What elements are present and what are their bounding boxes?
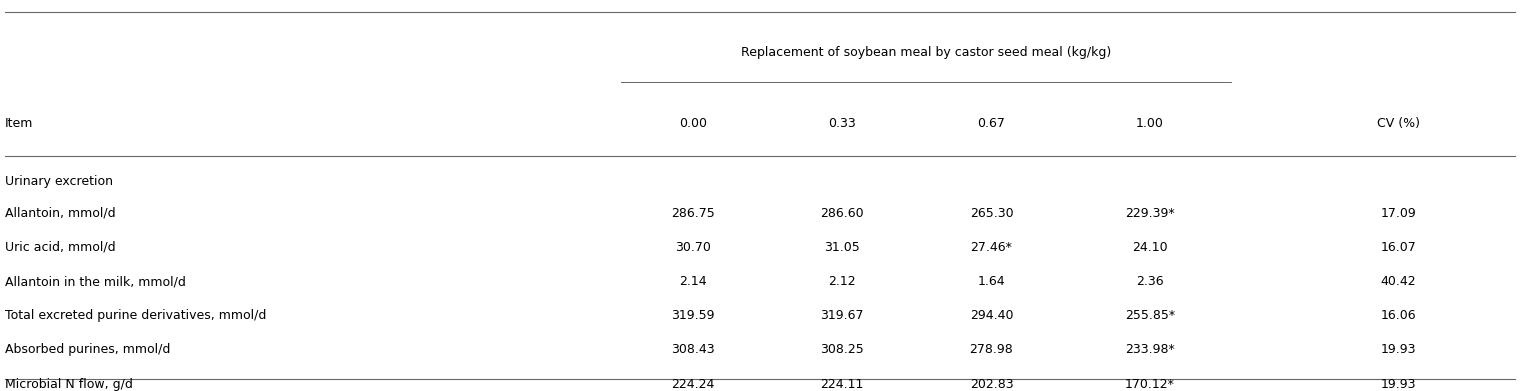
Text: 224.24: 224.24 xyxy=(672,378,714,391)
Text: Total excreted purine derivatives, mmol/d: Total excreted purine derivatives, mmol/… xyxy=(5,309,267,322)
Text: 224.11: 224.11 xyxy=(821,378,864,391)
Text: 308.43: 308.43 xyxy=(672,343,714,357)
Text: 265.30: 265.30 xyxy=(970,206,1013,220)
Text: 229.39*: 229.39* xyxy=(1125,206,1174,220)
Text: 2.12: 2.12 xyxy=(829,275,856,288)
Text: 0.00: 0.00 xyxy=(679,117,707,130)
Text: 2.36: 2.36 xyxy=(1136,275,1164,288)
Text: Replacement of soybean meal by castor seed meal (kg/kg): Replacement of soybean meal by castor se… xyxy=(740,46,1112,59)
Text: 278.98: 278.98 xyxy=(970,343,1013,357)
Text: CV (%): CV (%) xyxy=(1377,117,1419,130)
Text: 16.06: 16.06 xyxy=(1380,309,1416,322)
Text: 17.09: 17.09 xyxy=(1380,206,1416,220)
Text: 1.64: 1.64 xyxy=(978,275,1005,288)
Text: 286.60: 286.60 xyxy=(821,206,864,220)
Text: Allantoin in the milk, mmol/d: Allantoin in the milk, mmol/d xyxy=(5,275,186,288)
Text: 255.85*: 255.85* xyxy=(1125,309,1174,322)
Text: 24.10: 24.10 xyxy=(1132,241,1168,254)
Text: 1.00: 1.00 xyxy=(1136,117,1164,130)
Text: Allantoin, mmol/d: Allantoin, mmol/d xyxy=(5,206,116,220)
Text: 319.67: 319.67 xyxy=(821,309,864,322)
Text: 27.46*: 27.46* xyxy=(970,241,1013,254)
Text: Microbial N flow, g/d: Microbial N flow, g/d xyxy=(5,378,133,391)
Text: Absorbed purines, mmol/d: Absorbed purines, mmol/d xyxy=(5,343,171,357)
Text: 19.93: 19.93 xyxy=(1380,378,1416,391)
Text: 294.40: 294.40 xyxy=(970,309,1013,322)
Text: 319.59: 319.59 xyxy=(672,309,714,322)
Text: 2.14: 2.14 xyxy=(679,275,707,288)
Text: Uric acid, mmol/d: Uric acid, mmol/d xyxy=(5,241,116,254)
Text: 233.98*: 233.98* xyxy=(1125,343,1174,357)
Text: Item: Item xyxy=(5,117,34,130)
Text: 308.25: 308.25 xyxy=(821,343,864,357)
Text: 19.93: 19.93 xyxy=(1380,343,1416,357)
Text: 31.05: 31.05 xyxy=(824,241,860,254)
Text: 16.07: 16.07 xyxy=(1380,241,1416,254)
Text: 170.12*: 170.12* xyxy=(1125,378,1174,391)
Text: 30.70: 30.70 xyxy=(675,241,711,254)
Text: Urinary excretion: Urinary excretion xyxy=(5,175,113,188)
Text: 40.42: 40.42 xyxy=(1380,275,1416,288)
Text: 0.67: 0.67 xyxy=(978,117,1005,130)
Text: 0.33: 0.33 xyxy=(829,117,856,130)
Text: 286.75: 286.75 xyxy=(672,206,714,220)
Text: 202.83: 202.83 xyxy=(970,378,1013,391)
